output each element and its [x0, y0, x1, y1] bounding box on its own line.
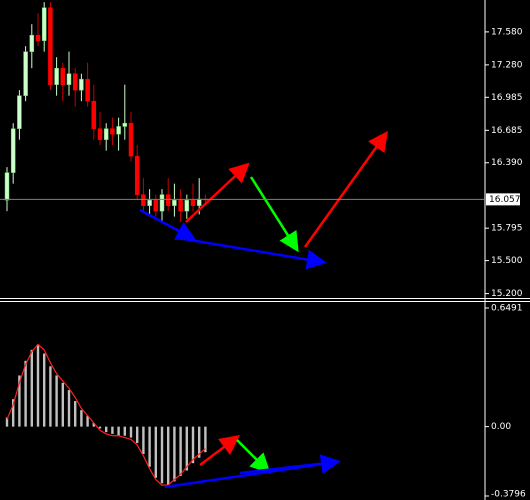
histogram-bar [154, 426, 157, 478]
y-tick-label: 16.985 [491, 93, 523, 103]
candle-body [116, 126, 121, 135]
candle-body [85, 78, 90, 102]
histogram-bar [185, 426, 188, 471]
y-tick-label: 0.00 [491, 422, 511, 432]
candle-body [10, 128, 16, 173]
y-tick-label: 0.6491 [491, 304, 523, 314]
candle-body [35, 34, 41, 41]
candle-body [172, 199, 177, 206]
marks [4, 2, 208, 486]
arrow [303, 130, 388, 248]
candle-body [72, 73, 78, 91]
signal-line [6, 343, 206, 486]
histogram-bar [36, 344, 40, 427]
candle-body [91, 100, 97, 129]
histogram-bar [123, 426, 126, 436]
y-tick-label: 16.685 [491, 126, 523, 136]
candle-body [23, 51, 28, 96]
y-tick-label: 17.580 [491, 27, 523, 37]
arrow [139, 208, 197, 241]
candle-body [190, 199, 196, 206]
arrow [249, 176, 299, 253]
candle-body [60, 67, 66, 85]
y-tick-label: 17.280 [491, 60, 523, 70]
histogram-bar [18, 375, 21, 427]
histogram-bar [117, 426, 120, 436]
candle-body [178, 199, 183, 212]
histogram-bar [61, 382, 64, 427]
candle-body [4, 172, 10, 201]
histogram-bar [67, 390, 71, 427]
histogram-bar [55, 375, 58, 427]
histogram-bar [105, 426, 108, 433]
arrow [236, 439, 271, 474]
histogram-bar [24, 360, 27, 427]
histogram-bar [179, 426, 182, 476]
last-price-label: 16.057 [489, 195, 521, 205]
histogram-bar [136, 426, 139, 444]
histogram-bar [173, 426, 176, 482]
histogram-bar [111, 426, 114, 434]
arrow [199, 435, 240, 466]
candle-body [159, 194, 165, 212]
y-tick-label: 15.500 [491, 256, 523, 266]
histogram-bar [160, 426, 164, 484]
last-price-box [486, 193, 520, 206]
candle-body [147, 199, 152, 206]
histogram-bar [74, 401, 77, 427]
y-tick-label: 15.200 [491, 289, 523, 299]
histogram-bar [80, 410, 83, 427]
histogram-bar [167, 426, 170, 486]
candle-body [41, 7, 47, 41]
histogram-bar [142, 426, 145, 455]
histogram-bar [129, 426, 133, 438]
y-tick-label: 16.390 [491, 158, 523, 168]
histogram-bar [198, 426, 201, 458]
candle-body [134, 155, 140, 195]
candle-body [184, 199, 190, 212]
arrow [185, 162, 250, 223]
arrow [239, 460, 337, 475]
histogram-bar [191, 426, 195, 464]
candle-body [48, 7, 53, 85]
candle-body [165, 194, 171, 206]
candle-body [54, 67, 59, 85]
histogram-bar [98, 426, 102, 429]
y-tick-label: -0.3796 [491, 490, 526, 500]
candle-body [141, 194, 146, 206]
arrow [177, 236, 327, 270]
candle-body [79, 78, 84, 91]
histogram-bar [92, 422, 95, 427]
histogram-bar [43, 353, 46, 427]
candle-body [122, 122, 128, 127]
candle-body [196, 198, 202, 206]
candle-body [103, 128, 109, 140]
histogram-bar [5, 417, 9, 427]
annotation-arrows [139, 130, 388, 489]
candle-body [153, 199, 159, 212]
candle-body [97, 128, 103, 140]
candle-body [110, 128, 115, 135]
histogram-bar [12, 399, 15, 427]
histogram-bar [49, 366, 52, 427]
histogram-bar [86, 415, 89, 427]
histogram-bar [204, 426, 207, 453]
candle-body [66, 73, 72, 85]
y-tick-label: 15.795 [491, 224, 523, 234]
histogram-bar [30, 349, 33, 427]
candle-body [128, 122, 134, 157]
candle-body [17, 95, 22, 129]
candle-body [29, 34, 35, 52]
histogram-bar [148, 426, 151, 467]
